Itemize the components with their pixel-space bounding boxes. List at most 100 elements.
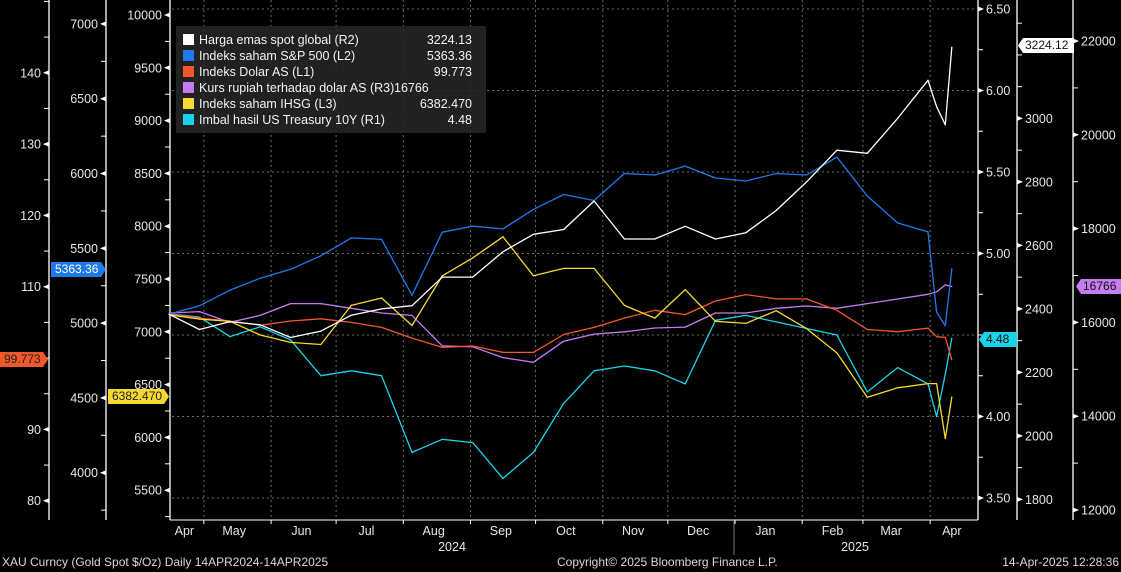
data-point-dxy [381, 326, 383, 329]
y-axis-tick-R1 [978, 413, 984, 419]
data-point-sp500 [441, 231, 443, 233]
data-point-gold [654, 238, 656, 240]
data-point-rupiah [897, 298, 899, 300]
y-tick-label-R1: 5.00 [986, 247, 1010, 261]
data-point-rupiah [593, 333, 595, 335]
data-point-gold [836, 149, 838, 151]
data-point-gold [563, 228, 565, 231]
data-point-gold [623, 238, 626, 240]
data-point-gold [897, 117, 899, 120]
data-point-gold [168, 313, 170, 315]
data-point-ihsg [897, 387, 899, 389]
y-tick-label-L3: 7500 [134, 273, 162, 287]
legend-label: Indeks saham IHSG (L3) [199, 97, 337, 111]
data-point-gold [320, 330, 322, 332]
series-line-sp500 [169, 156, 953, 327]
data-point-sp500 [836, 156, 838, 158]
data-point-sp500 [866, 195, 868, 197]
data-point-gold [927, 79, 929, 81]
data-point-dxy [866, 328, 868, 331]
y-axis-tick-L3 [164, 223, 170, 229]
y-tick-label-L3: 5500 [134, 484, 162, 498]
data-point-gold [289, 336, 292, 339]
data-point-ust10y [198, 316, 201, 318]
y-tick-label-L1: 110 [21, 280, 41, 294]
data-point-rupiah [936, 291, 938, 293]
y-tick-label-L2: 5000 [70, 317, 98, 331]
y-axis-tick-R2 [1017, 306, 1023, 312]
data-point-gold [951, 46, 953, 48]
legend-value: 16766 [394, 81, 429, 95]
legend-item-dxy: Indeks Dolar AS (L1) 99.773 [176, 64, 486, 80]
y-tick-label-R2: 1800 [1025, 493, 1053, 507]
data-point-sp500 [805, 174, 808, 176]
data-point-dxy [745, 293, 747, 296]
y-axis-tick-L1 [43, 212, 49, 218]
data-point-ihsg [441, 275, 443, 277]
data-point-sp500 [198, 305, 201, 307]
data-point-dxy [472, 345, 474, 347]
x-tick-label: Jul [358, 524, 374, 538]
data-point-ihsg [951, 396, 953, 398]
legend-swatch [183, 98, 194, 109]
data-point-gold [198, 328, 201, 331]
y-tick-label-R2: 2600 [1025, 239, 1053, 253]
data-point-dxy [593, 326, 595, 329]
legend-label: Imbal hasil US Treasury 10Y (R1) [199, 113, 385, 127]
data-point-ihsg [502, 236, 504, 238]
y-tick-label-L3: 8500 [134, 167, 162, 181]
y-axis-tick-R2 [1017, 242, 1023, 248]
y-tick-label-R1: 5.50 [986, 165, 1010, 179]
data-point-ust10y [259, 326, 261, 328]
data-point-sp500 [745, 180, 747, 182]
data-point-rupiah [805, 305, 808, 307]
y-tick-label-R1: 3.50 [986, 491, 1010, 505]
data-point-rupiah [745, 312, 747, 314]
x-tick-label: May [222, 524, 246, 538]
data-point-dxy [714, 300, 717, 302]
y-axis-tick-R2 [1017, 496, 1023, 502]
data-point-rupiah [259, 314, 261, 316]
legend-value: 3224.13 [426, 33, 472, 47]
data-point-rupiah [381, 312, 383, 314]
data-point-gold [350, 314, 352, 316]
data-point-dxy [654, 309, 656, 311]
data-point-ihsg [654, 317, 656, 319]
data-point-rupiah [198, 311, 201, 313]
y-tick-label-R3: 20000 [1081, 128, 1116, 142]
legend-item-ihsg: Indeks saham IHSG (L3) 6382.470 [176, 96, 486, 112]
rupiah-last-value-tag: 16766 [1076, 279, 1121, 294]
y-axis-tick-L2 [100, 21, 106, 27]
footer-security-info: XAU Curncy (Gold Spot $/Oz) Daily 14APR2… [2, 555, 329, 569]
footer-copyright: Copyright© 2025 Bloomberg Finance L.P. [557, 555, 778, 569]
y-axis-tick-L3 [164, 276, 170, 282]
data-point-ust10y [951, 337, 953, 339]
x-year-label: 2024 [438, 540, 466, 554]
legend-swatch [183, 82, 194, 93]
data-point-ihsg [350, 304, 352, 307]
x-year-label: 2025 [841, 540, 869, 554]
y-tick-label-R2: 2200 [1025, 366, 1053, 380]
data-point-rupiah [289, 303, 292, 305]
data-point-dxy [805, 298, 808, 300]
data-point-ihsg [289, 341, 292, 343]
ust10y-last-value-tag: 4.48 [979, 332, 1017, 347]
data-point-ust10y [289, 339, 292, 341]
data-point-sp500 [897, 222, 899, 224]
data-point-ihsg [805, 328, 808, 330]
y-tick-label-L1: 130 [20, 138, 41, 152]
y-axis-tick-L3 [164, 329, 170, 335]
y-tick-label-L2: 6000 [70, 167, 98, 181]
data-point-sp500 [714, 177, 717, 179]
data-point-ust10y [381, 375, 383, 377]
data-point-ust10y [593, 370, 595, 372]
y-tick-label-R2: 2000 [1025, 429, 1053, 443]
y-tick-label-L3: 9000 [134, 114, 162, 128]
y-axis-tick-R3 [1073, 413, 1079, 419]
y-tick-label-L3: 7000 [134, 325, 162, 339]
y-tick-label-L2: 6500 [70, 92, 98, 106]
legend-value: 6382.470 [419, 97, 472, 111]
y-tick-label-R3: 16000 [1081, 316, 1116, 330]
data-point-ihsg [927, 382, 929, 385]
y-tick-label-R3: 14000 [1081, 410, 1116, 424]
